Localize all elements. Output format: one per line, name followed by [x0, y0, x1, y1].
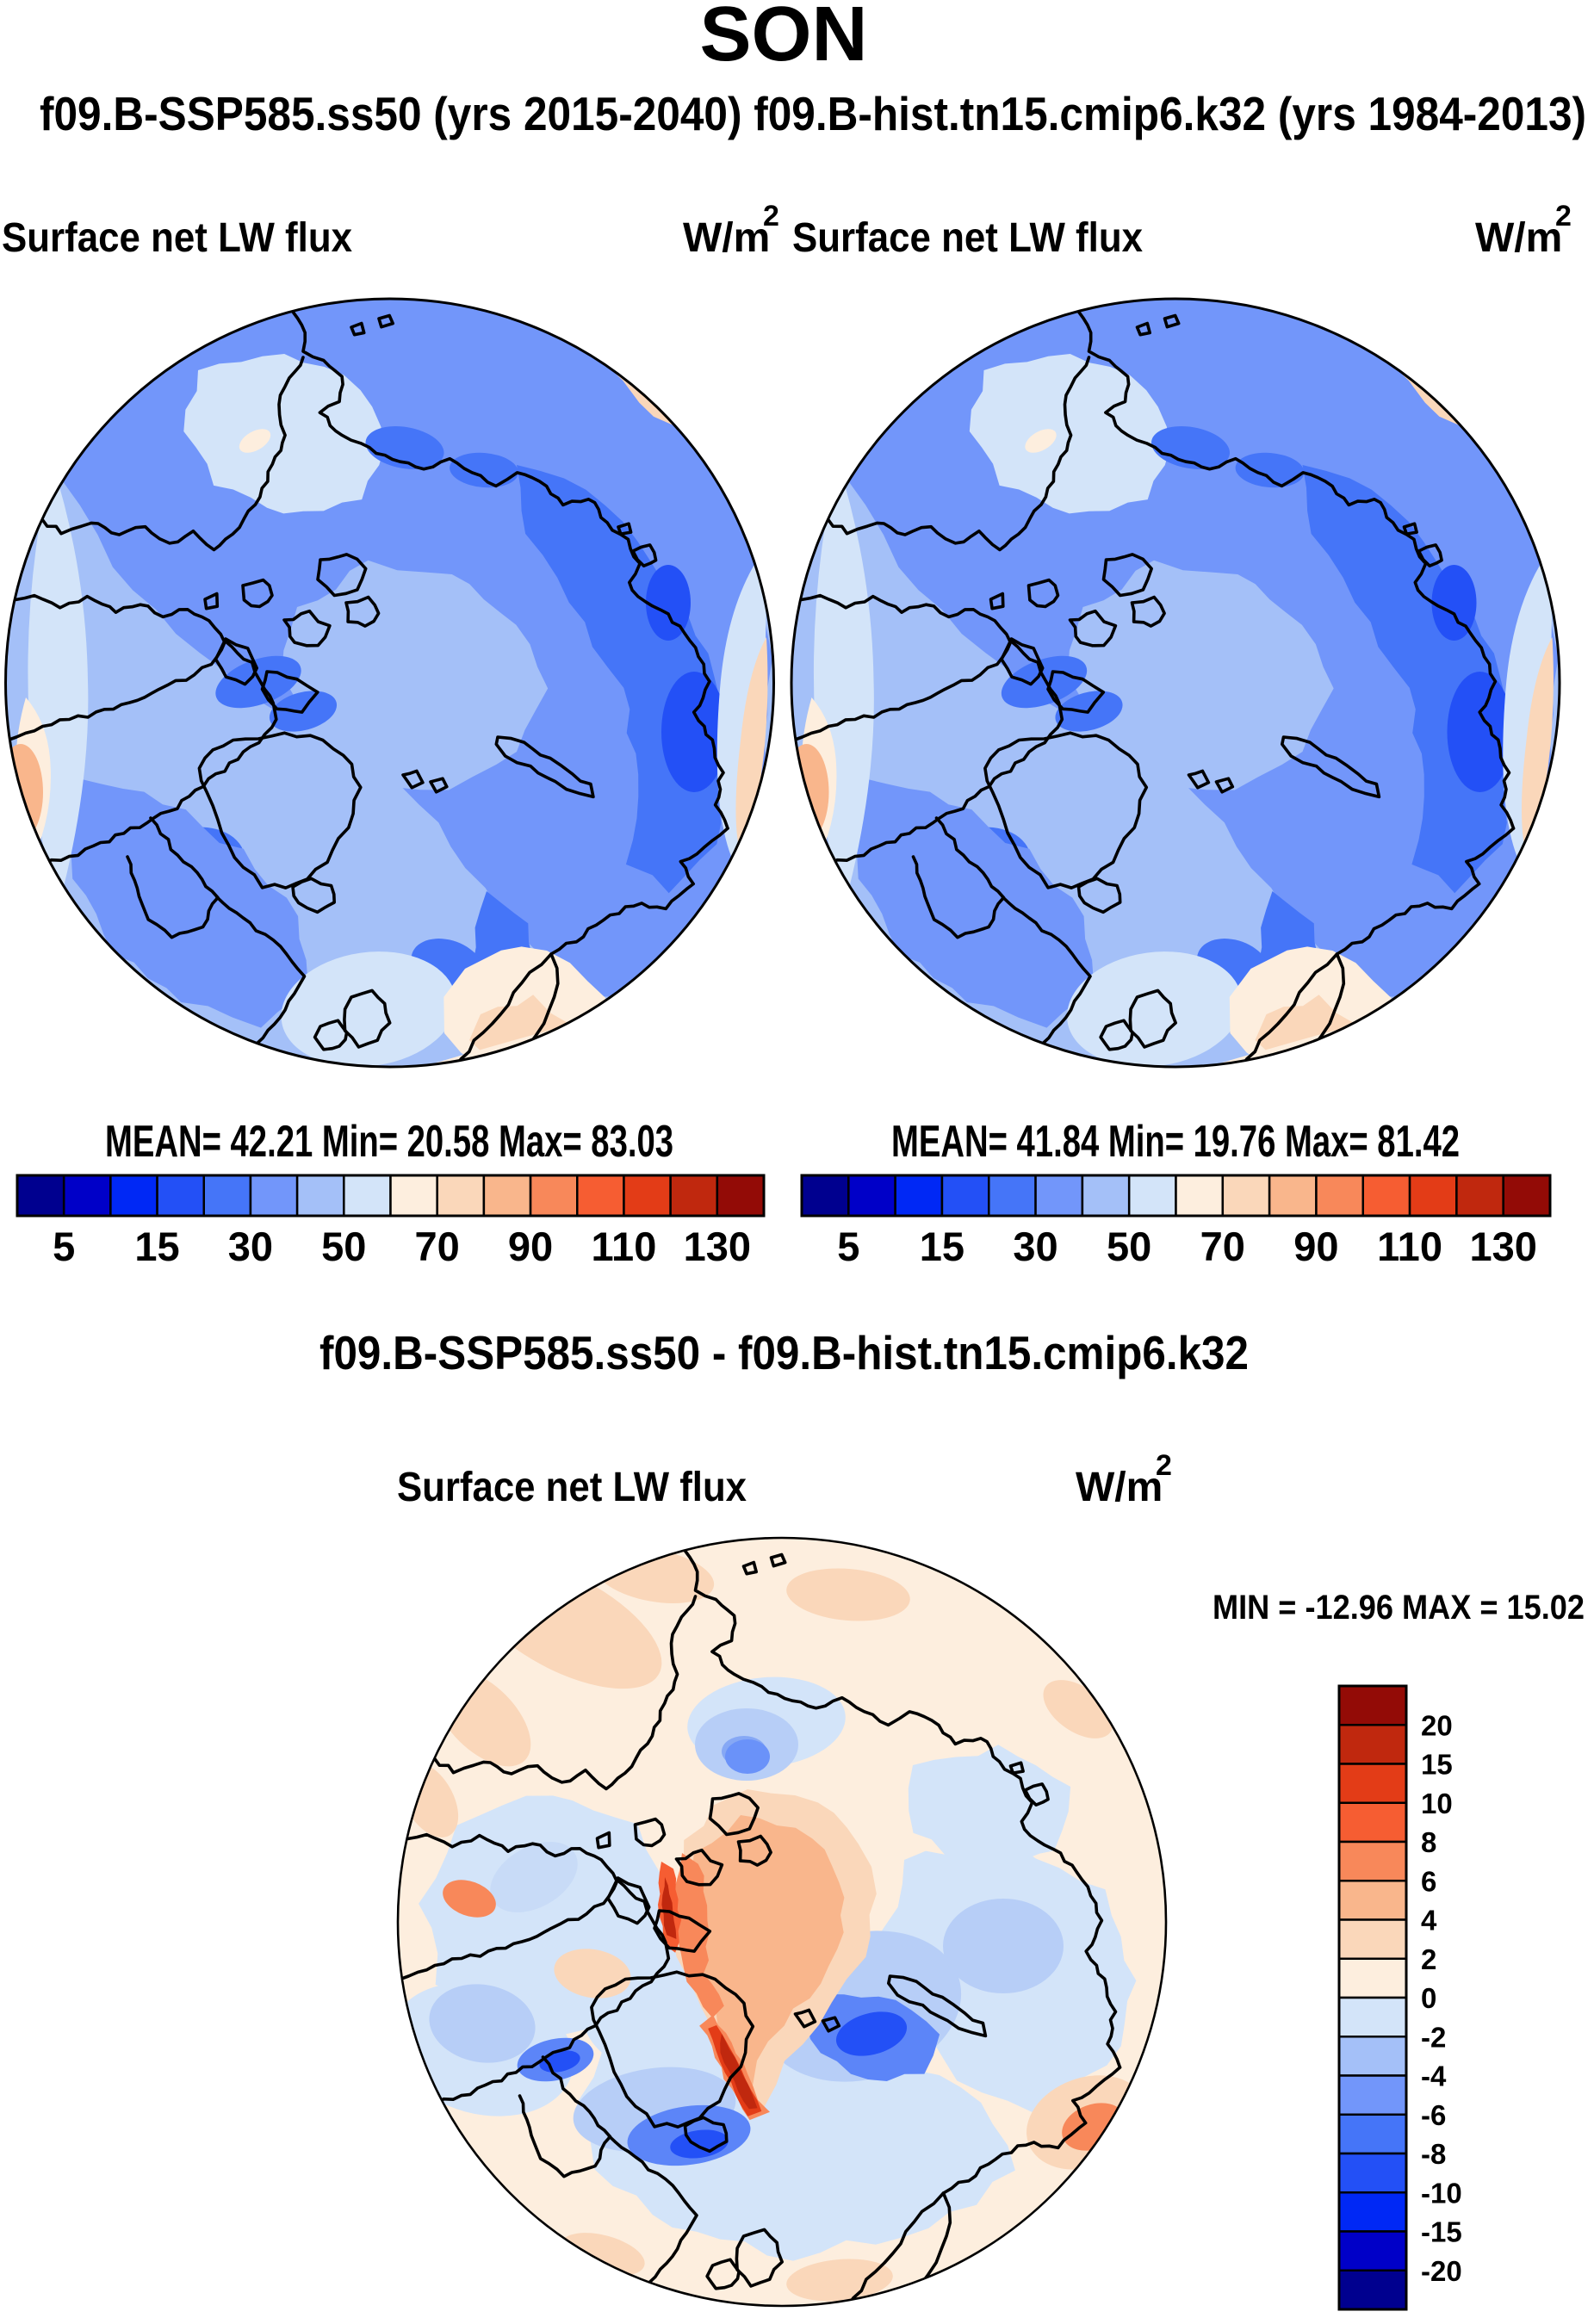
svg-text:SON: SON: [699, 0, 867, 77]
svg-text:15: 15: [134, 1224, 179, 1269]
svg-text:W/m: W/m: [1076, 1465, 1163, 1510]
svg-text:-8: -8: [1421, 2138, 1446, 2170]
svg-text:0: 0: [1421, 1982, 1436, 2014]
svg-text:130: 130: [1469, 1224, 1536, 1269]
svg-text:2: 2: [763, 200, 779, 232]
svg-text:-2: -2: [1421, 2021, 1446, 2053]
svg-text:110: 110: [1377, 1224, 1442, 1269]
svg-text:15: 15: [1421, 1749, 1453, 1781]
svg-text:50: 50: [321, 1224, 366, 1269]
svg-text:Surface net LW flux: Surface net LW flux: [2, 215, 352, 261]
svg-text:5: 5: [837, 1224, 859, 1269]
svg-text:-15: -15: [1421, 2216, 1462, 2248]
svg-text:-10: -10: [1421, 2177, 1462, 2209]
svg-text:4: 4: [1421, 1905, 1437, 1937]
svg-text:2: 2: [1421, 1943, 1436, 1975]
svg-text:f09.B-SSP585.ss50 (yrs 2015-20: f09.B-SSP585.ss50 (yrs 2015-2040) f09.B-…: [40, 87, 1586, 140]
svg-text:20: 20: [1421, 1709, 1453, 1741]
svg-text:8: 8: [1421, 1826, 1436, 1858]
svg-text:90: 90: [508, 1224, 553, 1269]
svg-text:15: 15: [920, 1224, 964, 1269]
svg-text:-6: -6: [1421, 2099, 1446, 2131]
svg-text:90: 90: [1293, 1224, 1338, 1269]
svg-text:MIN = -12.96 MAX = 15.02: MIN = -12.96 MAX = 15.02: [1213, 1589, 1585, 1627]
svg-text:5: 5: [53, 1224, 75, 1269]
svg-text:-4: -4: [1421, 2061, 1447, 2092]
svg-text:W/m: W/m: [683, 215, 770, 261]
svg-text:2: 2: [1555, 200, 1572, 232]
svg-text:70: 70: [1200, 1224, 1245, 1269]
svg-text:10: 10: [1421, 1788, 1453, 1819]
svg-text:2: 2: [1156, 1449, 1172, 1482]
svg-text:30: 30: [228, 1224, 273, 1269]
svg-text:Surface net LW flux: Surface net LW flux: [397, 1465, 747, 1510]
svg-text:MEAN= 42.21 Min= 20.58 Max: MEAN= 42.21 Min= 20.58 Max= 83.03: [105, 1117, 673, 1167]
svg-text:W/m: W/m: [1475, 215, 1562, 261]
svg-text:MEAN= 41.84 Min= 19.76 Max: MEAN= 41.84 Min= 19.76 Max= 81.42: [891, 1117, 1460, 1167]
svg-text:30: 30: [1013, 1224, 1057, 1269]
svg-text:6: 6: [1421, 1865, 1436, 1897]
svg-text:f09.B-SSP585.ss50 - f09.B-hist: f09.B-SSP585.ss50 - f09.B-hist.tn15.cmip…: [319, 1326, 1249, 1379]
svg-text:110: 110: [592, 1224, 657, 1269]
svg-text:50: 50: [1107, 1224, 1151, 1269]
svg-text:-20: -20: [1421, 2255, 1462, 2287]
svg-text:70: 70: [415, 1224, 460, 1269]
svg-text:Surface net LW flux: Surface net LW flux: [792, 215, 1143, 261]
svg-text:130: 130: [684, 1224, 751, 1269]
